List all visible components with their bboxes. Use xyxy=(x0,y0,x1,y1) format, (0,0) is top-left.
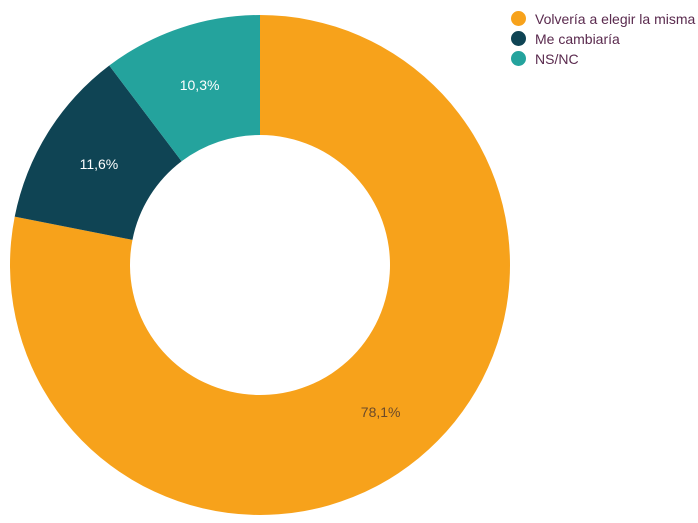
slice-nsnc xyxy=(109,15,261,162)
data-label-nsnc: 10,3% xyxy=(180,77,220,93)
legend-swatch-volveria xyxy=(511,11,526,26)
legend-label-me-cambiaria: Me cambiaría xyxy=(535,30,620,47)
legend-label-volveria: Volvería a elegir la misma xyxy=(535,10,696,27)
donut-data-labels: 78,1% 11,6% 10,3% xyxy=(80,77,401,420)
legend-label-nsnc: NS/NC xyxy=(535,50,579,67)
chart-legend: Volvería a elegir la misma Me cambiaría … xyxy=(511,10,695,67)
legend-swatch-nsnc xyxy=(511,51,526,66)
legend-item-volveria: Volvería a elegir la misma xyxy=(511,10,695,27)
donut-slices xyxy=(9,15,510,515)
legend-item-nsnc: NS/NC xyxy=(511,50,695,67)
data-label-me-cambiaria: 11,6% xyxy=(80,156,119,172)
legend-item-me-cambiaria: Me cambiaría xyxy=(511,30,695,47)
slice-volveria xyxy=(9,15,510,515)
slice-me-cambiaria xyxy=(14,65,182,240)
data-label-volveria: 78,1% xyxy=(361,404,401,420)
legend-swatch-me-cambiaria xyxy=(511,31,526,46)
